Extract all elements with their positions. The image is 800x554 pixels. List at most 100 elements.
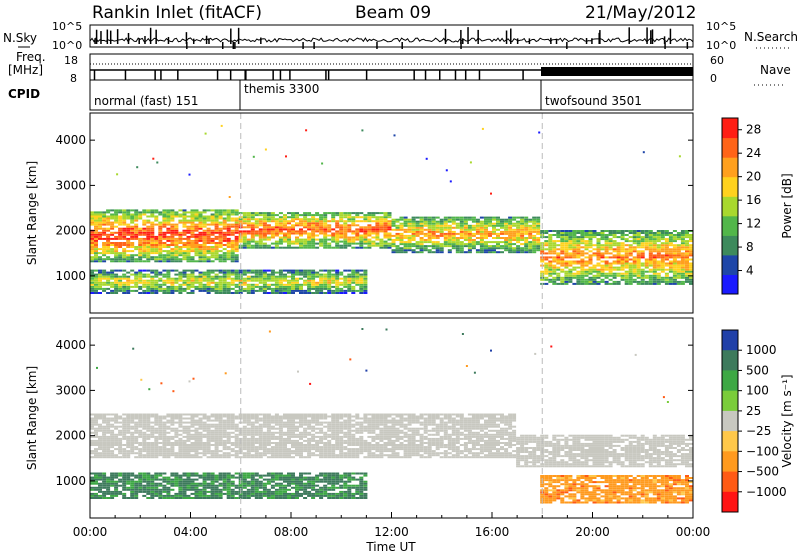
power-cell <box>596 254 601 257</box>
power-cell <box>206 283 211 286</box>
velocity-cell <box>234 486 239 489</box>
power-cell <box>242 273 247 276</box>
power-cell <box>222 217 227 220</box>
power-cell <box>234 239 239 242</box>
power-cell <box>303 230 308 233</box>
velocity-cell <box>142 442 147 444</box>
velocity-cell <box>258 474 263 477</box>
power-cell <box>492 249 496 252</box>
power-cell <box>423 241 428 244</box>
power-cell <box>680 254 685 257</box>
power-cell <box>238 240 243 243</box>
power-cell <box>266 292 271 294</box>
power-cell <box>568 270 573 273</box>
power-cell <box>198 233 203 236</box>
power-cell <box>202 279 207 282</box>
power-cell <box>126 233 131 236</box>
power-cell <box>685 260 689 263</box>
power-cell <box>479 220 484 223</box>
power-cell <box>226 239 231 242</box>
velocity-cell <box>274 417 279 420</box>
velocity-cell <box>106 478 111 481</box>
velocity-cell <box>190 444 195 446</box>
velocity-cell <box>150 488 155 491</box>
power-cell <box>371 232 376 235</box>
power-cell <box>536 218 541 221</box>
power-cell <box>628 250 633 253</box>
power-cell <box>126 213 131 216</box>
power-cell <box>182 250 187 253</box>
power-cell <box>331 232 336 235</box>
velocity-cell <box>174 417 179 420</box>
power-cell <box>391 241 396 244</box>
power-cell <box>262 281 267 284</box>
power-cell <box>90 277 94 280</box>
velocity-cell <box>130 431 135 434</box>
power-cell <box>367 216 372 219</box>
velocity-cell <box>242 474 247 477</box>
power-cell <box>299 214 303 217</box>
velocity-cell <box>202 478 207 481</box>
power-cell <box>266 279 271 282</box>
power-cell <box>90 221 94 224</box>
power-cell <box>508 232 513 235</box>
power-cell <box>118 277 123 280</box>
velocity-cell <box>94 442 98 444</box>
power-cell <box>656 248 661 251</box>
velocity-cell <box>150 476 155 479</box>
power-cell <box>158 242 163 244</box>
power-cell <box>564 280 569 283</box>
power-cell <box>620 266 625 269</box>
velocity-cell <box>126 486 131 489</box>
power-cell <box>138 248 143 251</box>
freq-trace <box>90 63 693 80</box>
nsky-tick-top: 10^5 <box>52 20 82 33</box>
power-cell <box>407 218 412 221</box>
power-cell <box>98 252 102 255</box>
velocity-cell <box>270 492 275 495</box>
velocity-cell <box>270 427 275 430</box>
power-cell <box>351 292 356 294</box>
power-cell <box>644 234 649 236</box>
power-cell <box>138 211 143 214</box>
power-cell <box>459 228 464 231</box>
power-cell <box>383 212 388 215</box>
power-cell <box>471 243 476 246</box>
power-cell <box>170 209 175 212</box>
velocity-cell <box>142 417 147 420</box>
power-cell <box>540 250 545 253</box>
velocity-cell <box>174 497 179 499</box>
velocity-cell <box>186 454 191 457</box>
power-cell <box>596 252 601 255</box>
power-cell <box>431 245 436 248</box>
power-cell <box>644 244 649 247</box>
power-cell <box>560 230 565 232</box>
power-cell <box>552 278 557 281</box>
power-cell <box>536 228 541 231</box>
power-cell <box>439 234 444 237</box>
power-cell <box>94 269 98 272</box>
power-cell <box>110 281 115 284</box>
velocity-cell <box>218 433 223 436</box>
velocity-cell <box>226 417 231 420</box>
velocity-cell <box>214 484 219 487</box>
velocity-cell <box>278 439 283 442</box>
power-cell <box>214 237 219 240</box>
power-cell <box>407 243 412 246</box>
power-cell <box>142 279 147 282</box>
power-cell <box>250 271 255 274</box>
power-cell <box>415 222 420 225</box>
power-cell <box>335 246 340 249</box>
power-cell <box>190 239 195 242</box>
velocity-cell <box>182 439 187 442</box>
velocity-cell <box>210 480 215 483</box>
velocity-cell <box>262 486 267 489</box>
velocity-cell <box>206 429 211 432</box>
velocity-cell <box>266 442 271 444</box>
power-cell <box>106 283 111 286</box>
velocity-cell <box>150 431 155 434</box>
power-cell <box>150 215 155 218</box>
velocity-cell <box>274 476 279 479</box>
power-cell <box>214 209 219 212</box>
